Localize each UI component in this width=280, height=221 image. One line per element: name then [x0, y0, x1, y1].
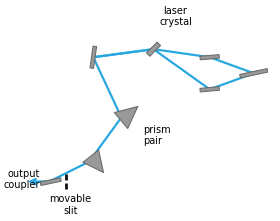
- Text: movable
slit: movable slit: [49, 194, 92, 216]
- Polygon shape: [240, 69, 268, 78]
- Polygon shape: [146, 42, 160, 56]
- Polygon shape: [200, 55, 220, 60]
- Polygon shape: [90, 46, 97, 68]
- Text: laser
crystal: laser crystal: [159, 6, 192, 27]
- Polygon shape: [200, 87, 220, 92]
- Text: output
coupler: output coupler: [4, 169, 40, 191]
- Polygon shape: [83, 150, 104, 173]
- Polygon shape: [40, 178, 61, 186]
- Text: prism
pair: prism pair: [143, 125, 171, 146]
- Polygon shape: [114, 106, 138, 129]
